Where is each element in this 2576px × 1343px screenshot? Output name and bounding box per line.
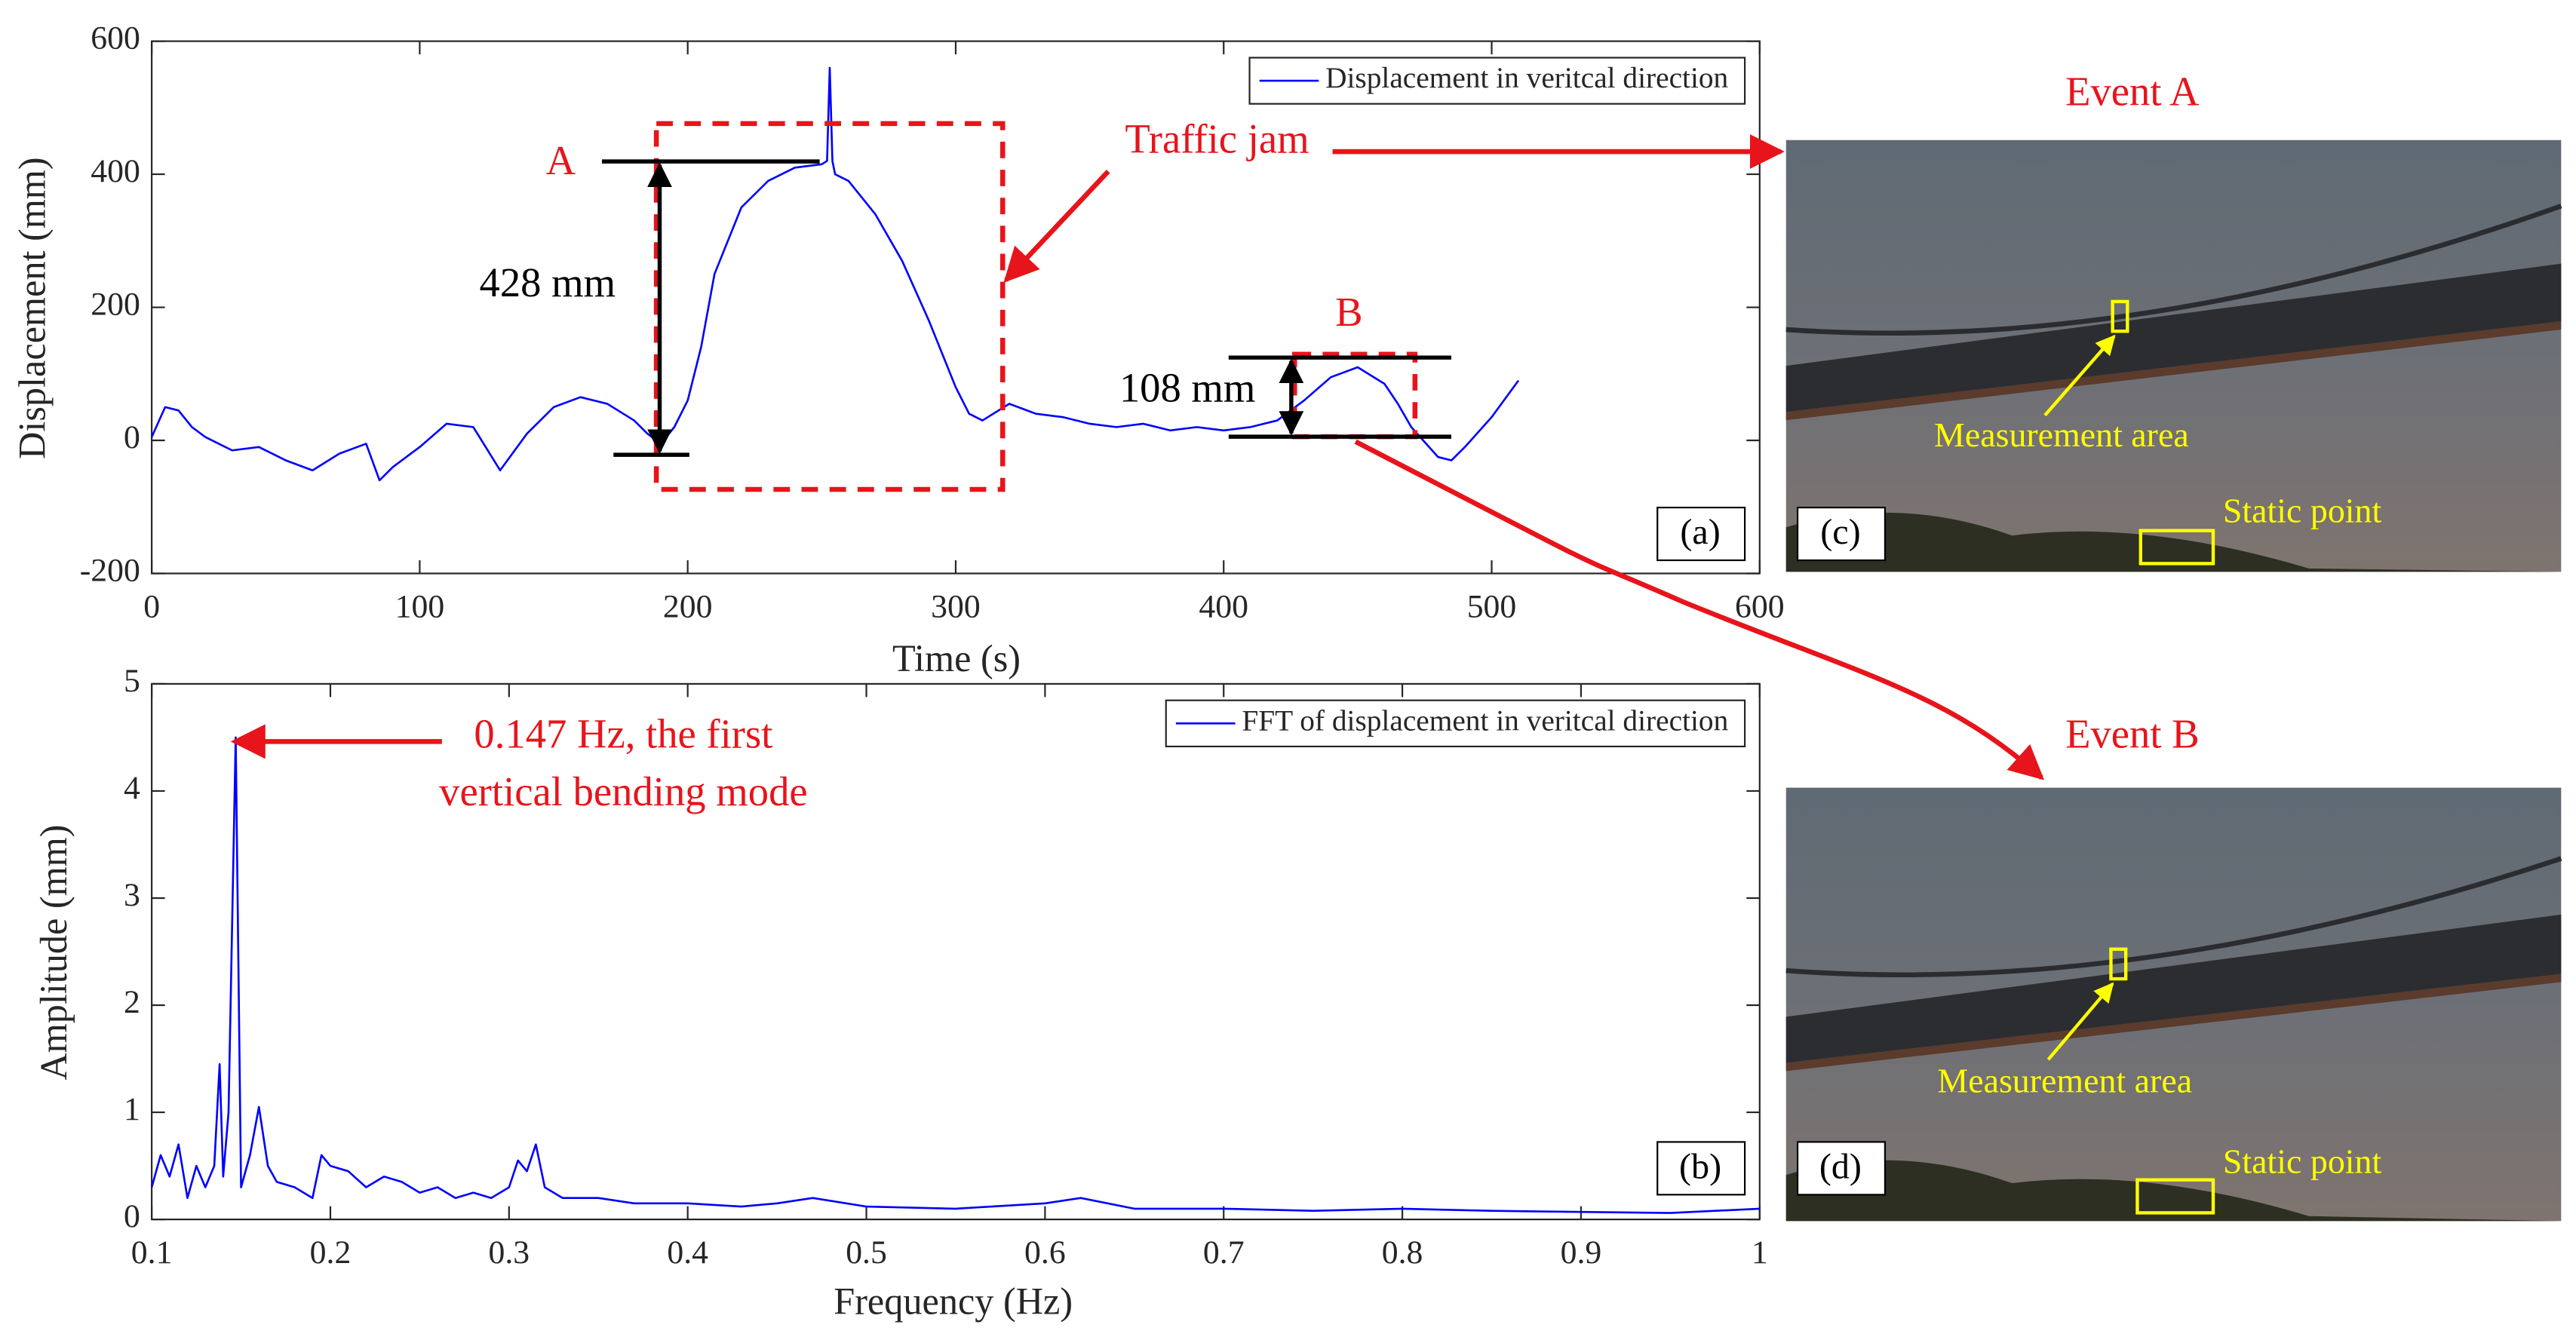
hill (1785, 512, 2562, 572)
event-b-arrow (1354, 439, 2045, 780)
y-tick-label: 0 (124, 1198, 140, 1234)
y-tick-label: 3 (124, 877, 140, 913)
panel-label: (b) (1679, 1147, 1721, 1187)
traffic-arrow (1003, 170, 1110, 283)
cable (1785, 204, 2562, 336)
x-tick-label: 0.1 (131, 1234, 173, 1271)
x-tick-label: 1 (1752, 1234, 1768, 1271)
legend-label: Displacement in veritcal direction (1325, 61, 1728, 94)
photo: Measurement area Static point (d) (1785, 787, 2562, 1222)
y-axis-label: Displacement (mm) (11, 157, 54, 459)
panel-box (1796, 1141, 1887, 1196)
panel-box (1656, 506, 1746, 562)
measurement-label: Measurement area (1937, 1061, 2192, 1099)
plot-area (151, 40, 1761, 575)
y-axis-label: Amplitude (mm) (32, 825, 75, 1081)
measurement-box (2111, 299, 2129, 333)
legend: FFT of displacement in veritcal directio… (1165, 699, 1746, 748)
x-tick-label: 400 (1199, 589, 1248, 625)
hill (1785, 1160, 2562, 1222)
static-box (2138, 529, 2215, 566)
x-tick-label: 0.6 (1024, 1234, 1066, 1271)
x-tick-label: 0.9 (1561, 1234, 1602, 1271)
y-tick-label: 600 (91, 20, 140, 57)
plot-area (151, 682, 1761, 1221)
amplitude-label: 108 mm (1119, 365, 1256, 411)
panel-box (1796, 506, 1887, 562)
y-tick-label: 5 (124, 663, 140, 699)
x-tick-label: 0.8 (1382, 1234, 1423, 1271)
legend-label: FFT of displacement in veritcal directio… (1242, 704, 1728, 737)
static-label: Static point (2223, 1142, 2382, 1181)
measurement-label: Measurement area (1934, 415, 2189, 454)
photo: Measurement area Static point (c) (1785, 140, 2562, 572)
legend-box (1165, 699, 1746, 748)
x-tick-label: 100 (395, 589, 445, 625)
deck (1785, 914, 2562, 1063)
x-tick-label: 0 (143, 589, 160, 625)
deck-edge (1785, 974, 2562, 1072)
x-axis-label: Time (s) (892, 637, 1021, 679)
x-tick-label: 600 (1735, 589, 1785, 625)
event-label: A (546, 137, 576, 183)
peak-label: 0.147 Hz, the first (474, 711, 772, 757)
traffic-label: Traffic jam (1125, 116, 1309, 162)
annotations-b: 0.147 Hz, the first vertical bending mod… (230, 711, 1746, 1196)
legend-box (1248, 57, 1746, 105)
x-tick-label: 300 (931, 589, 981, 625)
x-tick-label: 500 (1467, 589, 1517, 625)
x-tick-label: 0.7 (1203, 1234, 1245, 1271)
panel-box (1656, 1141, 1746, 1196)
x-tick-label: 0.3 (489, 1234, 530, 1271)
photo-title: Event A (2065, 68, 2200, 114)
event-label: B (1335, 289, 1362, 335)
y-tick-label: -200 (80, 553, 140, 589)
legend: Displacement in veritcal direction (1248, 57, 1746, 105)
y-tick-label: 1 (124, 1091, 140, 1127)
amplitude-label: 428 mm (480, 259, 616, 305)
measurement-arrow (2046, 982, 2114, 1061)
photo-title: Event B (2065, 711, 2200, 757)
x-axis-label: Frequency (Hz) (834, 1280, 1073, 1322)
data-line (150, 736, 1760, 1214)
y-tick-label: 4 (124, 770, 140, 806)
y-tick-label: 200 (91, 287, 140, 323)
y-tick-label: 0 (124, 419, 140, 455)
x-tick-label: 0.5 (846, 1234, 887, 1271)
measurement-arrow (2043, 334, 2116, 417)
peak-label: vertical bending mode (439, 768, 808, 814)
panel-label: (c) (1820, 512, 1860, 552)
chart: 0.1 0.2 0.3 0.4 0.5 0.6 0.7 0.8 0.9 1 0 1 2 3 4 5 Freque… (32, 663, 1768, 1322)
measurement-box (2109, 947, 2128, 981)
x-tick-label: 200 (663, 589, 713, 625)
y-tick-label: 400 (91, 153, 140, 189)
annotations-a: A 428 mm Traffic jam B 108 mm (a) (480, 116, 2045, 780)
cable (1785, 856, 2562, 977)
deck-edge (1785, 321, 2562, 421)
static-box (2135, 1178, 2215, 1215)
panel-label: (d) (1819, 1147, 1862, 1187)
static-label: Static point (2223, 491, 2382, 529)
x-tick-label: 0.4 (667, 1234, 708, 1271)
deck (1785, 263, 2562, 412)
panel-label: (a) (1680, 512, 1720, 552)
y-tick-label: 2 (124, 984, 140, 1020)
x-tick-label: 0.2 (310, 1234, 352, 1271)
